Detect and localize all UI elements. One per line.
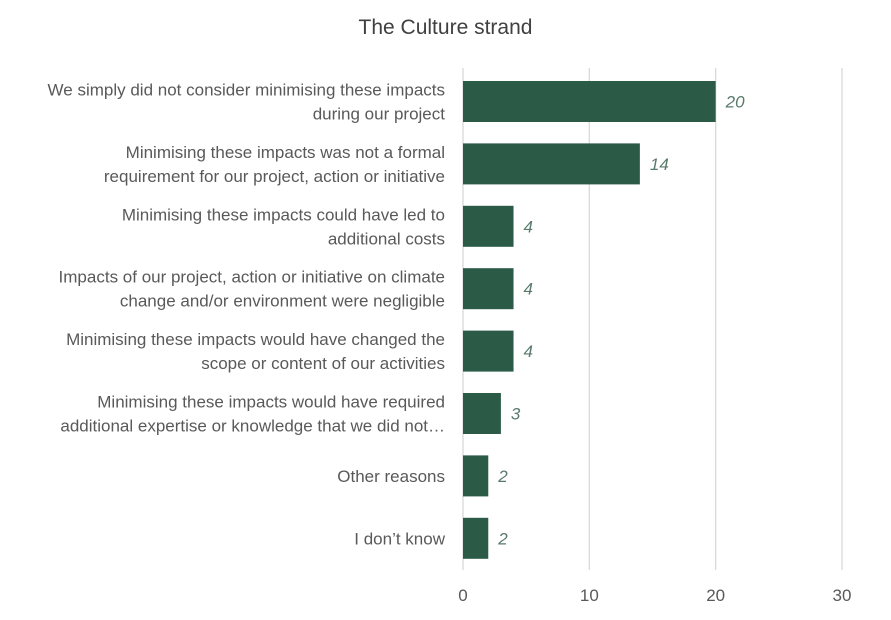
chart-title: The Culture strand	[358, 16, 533, 39]
bar	[463, 268, 514, 310]
x-tick-label: 30	[833, 586, 852, 605]
x-tick-label: 10	[580, 586, 599, 605]
data-label: 2	[497, 529, 508, 548]
category-label: during our project	[313, 105, 446, 124]
data-label: 2	[497, 467, 508, 486]
bar	[463, 143, 640, 185]
bar	[463, 455, 489, 497]
bar	[463, 393, 501, 434]
data-label: 4	[524, 342, 533, 361]
category-label: Impacts of our project, action or initia…	[59, 268, 445, 287]
x-tick-label: 20	[706, 586, 725, 605]
category-label: Minimising these impacts would have requ…	[97, 393, 445, 412]
category-label: Other reasons	[337, 467, 445, 486]
category-label: Minimising these impacts could have led …	[122, 205, 445, 224]
data-label: 4	[524, 280, 533, 299]
bar	[463, 81, 716, 122]
bar	[463, 330, 514, 372]
category-label: We simply did not consider minimising th…	[48, 81, 445, 100]
category-label: scope or content of our activities	[201, 354, 445, 373]
data-label: 14	[650, 155, 669, 174]
category-label: Minimising these impacts would have chan…	[66, 330, 445, 349]
category-label: change and/or environment were negligibl…	[120, 292, 445, 311]
category-label: additional costs	[328, 229, 445, 248]
data-label: 3	[511, 405, 521, 424]
x-tick-label: 0	[458, 586, 467, 605]
bar	[463, 205, 514, 247]
bar	[463, 517, 489, 559]
category-label: I don’t know	[354, 529, 445, 548]
category-label: Minimising these impacts was not a forma…	[126, 143, 445, 162]
category-label: additional expertise or knowledge that w…	[60, 417, 445, 436]
data-label: 4	[524, 217, 533, 236]
category-label: requirement for our project, action or i…	[104, 167, 445, 186]
data-label: 20	[725, 93, 745, 112]
